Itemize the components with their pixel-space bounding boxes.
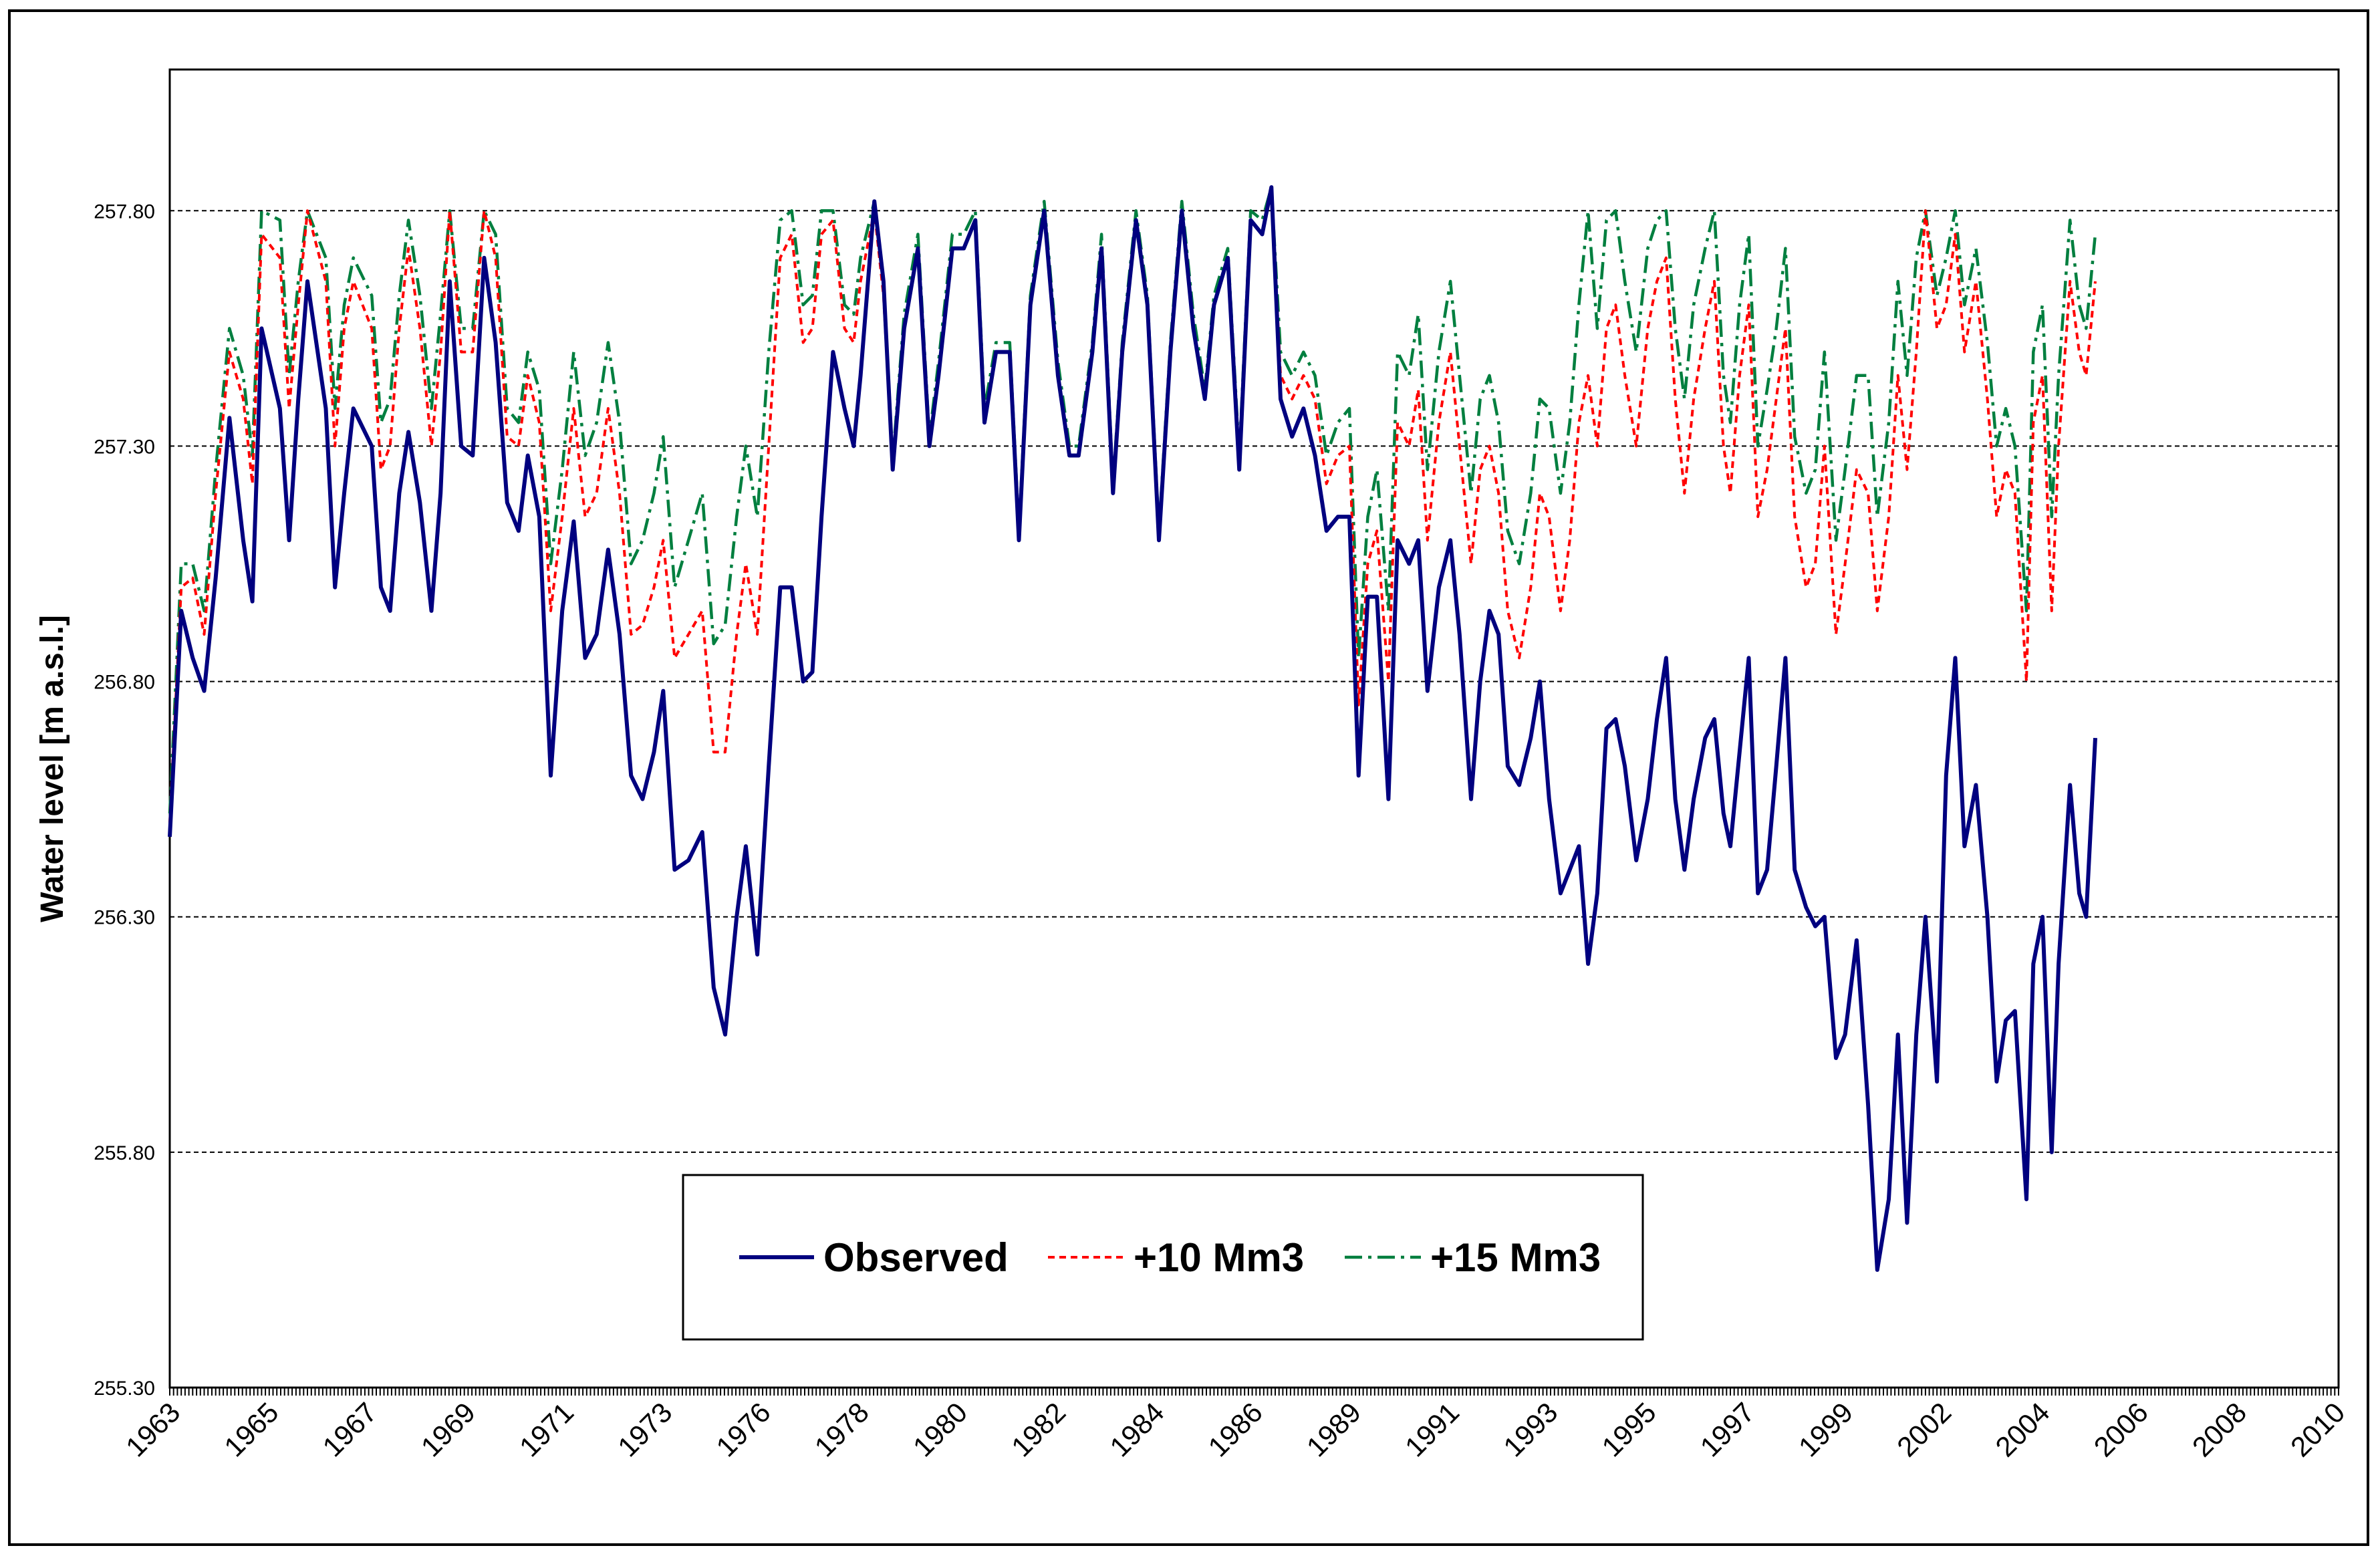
x-tick-label: 1993 [1497,1396,1563,1462]
x-tick-label: 2010 [2284,1396,2351,1462]
y-axis-label: Water level [m a.s.l.] [35,615,70,922]
x-tick-label: 1986 [1202,1396,1269,1462]
legend-label-plus-15: +15 Mm3 [1430,1235,1601,1280]
x-tick-label: 1997 [1694,1396,1760,1462]
x-tick-label: 2008 [2186,1396,2252,1462]
x-tick-label: 1984 [1103,1396,1170,1462]
x-tick-label: 1963 [120,1396,186,1462]
x-tick-label: 1973 [612,1396,678,1462]
x-tick-label: 1969 [415,1396,481,1462]
gridlines [170,210,2339,1153]
x-tick-label: 1999 [1793,1396,1859,1462]
chart-frame: Water level [m a.s.l.] 255.30 255.80 256.3… [8,9,2369,1546]
x-tick-label: 1965 [218,1396,284,1462]
series-line-1 [168,186,2097,823]
chart-svg: Water level [m a.s.l.] 255.30 255.80 256.3… [35,68,2351,1462]
x-ticks: 1963 1965 1967 1969 1971 1973 1976 1978 1980 1982… [120,1387,2351,1462]
y-tick-label: 256.80 [94,672,155,694]
y-tick-label: 255.30 [94,1378,155,1400]
x-tick-label: 1989 [1301,1396,1367,1462]
legend-box [682,1174,1644,1341]
x-tick-label: 1991 [1399,1396,1465,1462]
series-line-0 [168,185,2097,1272]
x-tick-label: 1967 [317,1396,383,1462]
y-tick-label: 255.80 [94,1142,155,1164]
legend-label-observed: Observed [823,1235,1009,1280]
y-tick-label: 257.80 [94,201,155,223]
x-tick-label: 1995 [1595,1396,1662,1462]
x-tick-label: 2004 [1989,1396,2055,1462]
x-tick-label: 1976 [710,1396,776,1462]
legend-label-plus-10: +10 Mm3 [1134,1235,1304,1280]
x-tick-label: 1982 [1005,1396,1071,1462]
x-tick-label: 1980 [907,1396,973,1462]
x-tick-label: 2006 [2088,1396,2154,1462]
x-tick-label: 1978 [809,1396,875,1462]
x-axis-ticks [169,1387,2339,1396]
legend: Observed +10 Mm3 +15 Mm3 [682,1174,1644,1341]
y-tick-labels: 255.30 255.80 256.30 256.80 257.30 257.80 [94,201,155,1400]
series-lines [168,185,2097,1272]
series-line-2 [168,185,2097,813]
x-tick-label: 2002 [1891,1396,1957,1462]
y-tick-label: 256.30 [94,907,155,929]
y-tick-label: 257.30 [94,436,155,458]
x-tick-label: 1971 [513,1396,579,1462]
